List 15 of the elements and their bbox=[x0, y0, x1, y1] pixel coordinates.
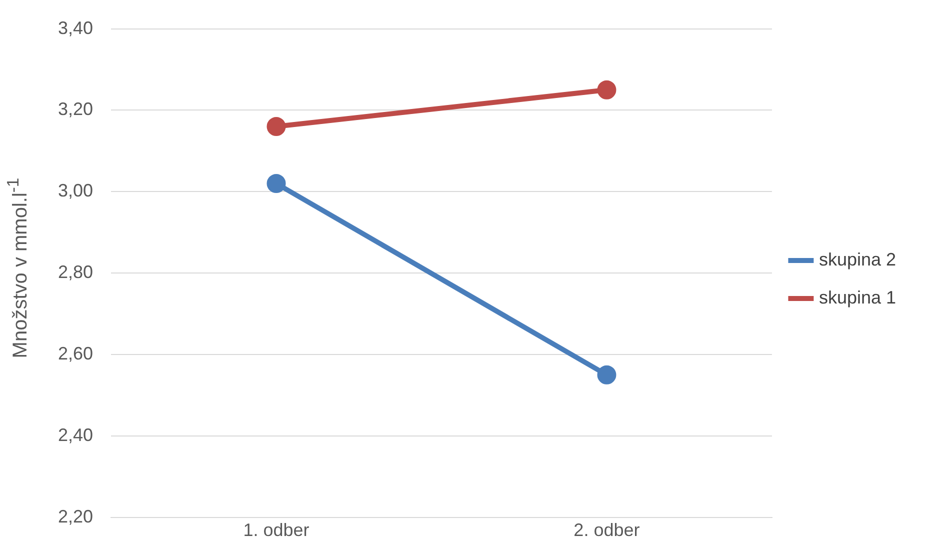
y-tick-label: 2,80 bbox=[58, 262, 94, 282]
point bbox=[597, 365, 616, 384]
y-tick-label: 2,60 bbox=[58, 344, 94, 364]
y-tick-label: 3,00 bbox=[58, 180, 94, 201]
x-tick-label: 2. odber bbox=[574, 520, 640, 540]
x-tick-label: 1. odber bbox=[243, 520, 310, 540]
point bbox=[266, 117, 286, 136]
y-tick-label: 3,40 bbox=[58, 18, 94, 38]
y-tick-label: 3,20 bbox=[58, 99, 94, 120]
point bbox=[597, 80, 616, 100]
legend-label: skupina 2 bbox=[818, 249, 896, 270]
y-tick-label: 2,40 bbox=[58, 424, 94, 445]
legend-label: skupina 1 bbox=[818, 287, 896, 308]
y-tick-label: 2,20 bbox=[58, 506, 94, 526]
point bbox=[266, 174, 286, 194]
